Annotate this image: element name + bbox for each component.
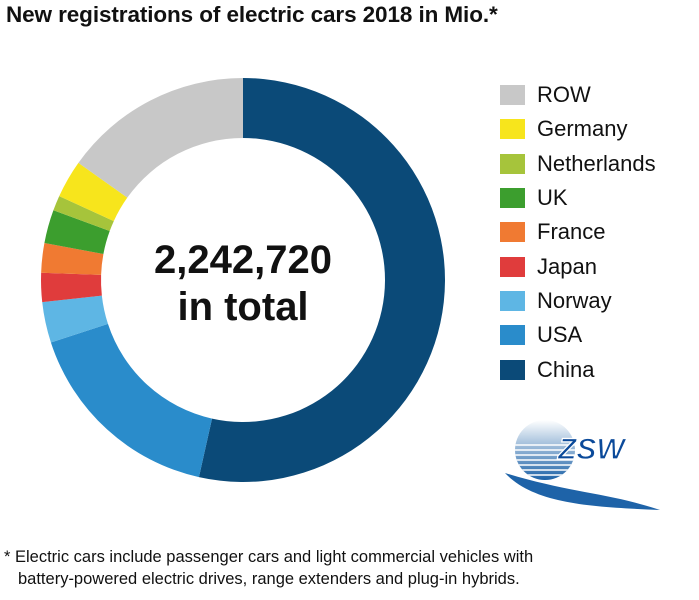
chart-title: New registrations of electric cars 2018 … — [6, 2, 498, 27]
center-total-caption: in total — [177, 285, 308, 329]
slice-france — [41, 243, 104, 275]
legend: ROW Germany Netherlands UK France Japan Norway… — [500, 78, 656, 387]
legend-label: Japan — [537, 253, 597, 279]
legend-item-japan: Japan — [500, 249, 656, 283]
legend-item-china: China — [500, 352, 656, 386]
slice-china — [198, 78, 446, 483]
slice-netherlands — [53, 196, 114, 232]
legend-item-usa: USA — [500, 318, 656, 352]
logo-text: ZSW — [557, 433, 627, 466]
legend-swatch — [500, 85, 525, 106]
legend-swatch — [500, 359, 525, 380]
legend-item-germany: Germany — [500, 112, 656, 146]
legend-swatch — [500, 119, 525, 140]
legend-label: France — [537, 219, 606, 245]
legend-item-netherlands: Netherlands — [500, 147, 656, 181]
legend-item-uk: UK — [500, 181, 656, 215]
footnote: * Electric cars include passenger cars a… — [4, 546, 694, 590]
legend-item-norway: Norway — [500, 284, 656, 318]
legend-label: Netherlands — [537, 150, 656, 176]
legend-swatch — [500, 256, 525, 277]
legend-label: UK — [537, 185, 568, 211]
legend-label: Germany — [537, 116, 628, 142]
legend-label: ROW — [537, 82, 591, 108]
slice-norway — [42, 295, 108, 343]
legend-swatch — [500, 325, 525, 346]
slice-germany — [59, 162, 128, 222]
legend-label: China — [537, 356, 595, 382]
slice-usa — [50, 323, 213, 478]
legend-item-france: France — [500, 215, 656, 249]
slice-row — [78, 78, 243, 198]
legend-swatch — [500, 153, 525, 174]
footnote-line-2: battery-powered electric drives, range e… — [18, 570, 520, 588]
slice-uk — [44, 210, 110, 254]
legend-label: USA — [537, 322, 583, 348]
legend-item-row: ROW — [500, 78, 656, 112]
legend-swatch — [500, 188, 525, 209]
footnote-line-1: * Electric cars include passenger cars a… — [4, 548, 534, 566]
slice-japan — [40, 272, 102, 303]
legend-swatch — [500, 222, 525, 243]
legend-swatch — [500, 290, 525, 311]
legend-label: Norway — [537, 287, 612, 313]
center-total-value: 2,242,720 — [154, 238, 332, 282]
zsw-logo: ZSW — [505, 420, 660, 510]
